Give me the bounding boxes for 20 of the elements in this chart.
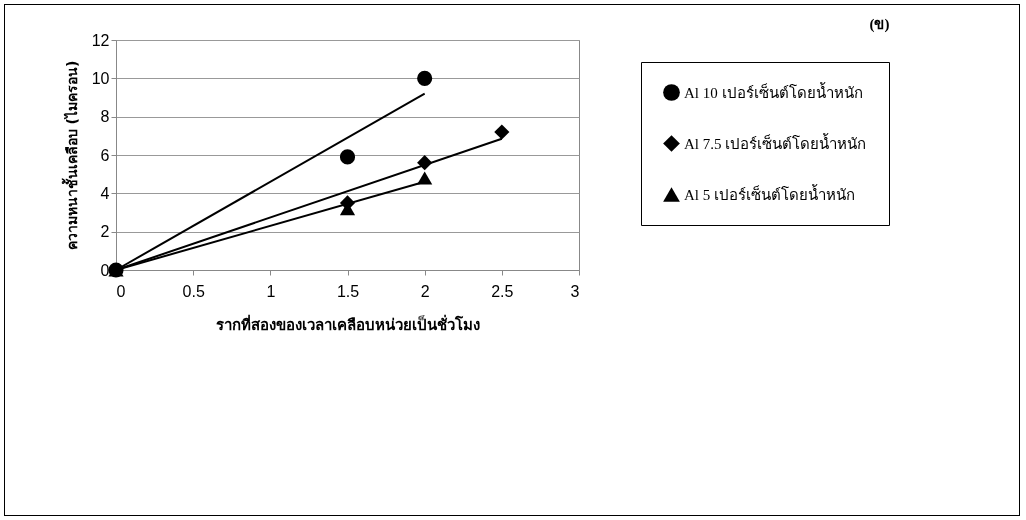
y-tick-label: 2: [100, 223, 110, 241]
y-tick-label: 8: [100, 108, 110, 126]
legend-label: Al 10 เปอร์เซ็นต์โดยน้ำหนัก: [684, 81, 863, 101]
y-tick-label: 6: [100, 146, 110, 164]
x-tick-label: 1.5: [336, 282, 360, 300]
x-tick-label: 2: [420, 282, 430, 300]
y-tick-label: 12: [91, 31, 110, 49]
y-tick-label: 10: [91, 69, 110, 87]
y-tick-label: 0: [100, 261, 110, 279]
legend-label: Al 7.5 เปอร์เซ็นต์โดยน้ำหนัก: [684, 132, 867, 152]
x-tick-label: 0.5: [182, 282, 205, 300]
y-axis-title: ความหนาชั้นเคลือบ (ไมครอน): [60, 60, 80, 251]
text: (ข): [869, 16, 890, 33]
x-tick-label: 3: [570, 282, 580, 300]
y-tick-label: 4: [100, 184, 110, 202]
x-tick-label: 0: [116, 282, 126, 300]
legend-label: Al 5 เปอร์เซ็นต์โดยน้ำหนัก: [684, 183, 855, 203]
x-axis-title: รากที่สองของเวลาเคลือบหน่วยเป็นชั่วโมง: [216, 313, 480, 334]
x-tick-label: 2.5: [491, 282, 514, 300]
x-tick-label: 1: [266, 282, 276, 300]
